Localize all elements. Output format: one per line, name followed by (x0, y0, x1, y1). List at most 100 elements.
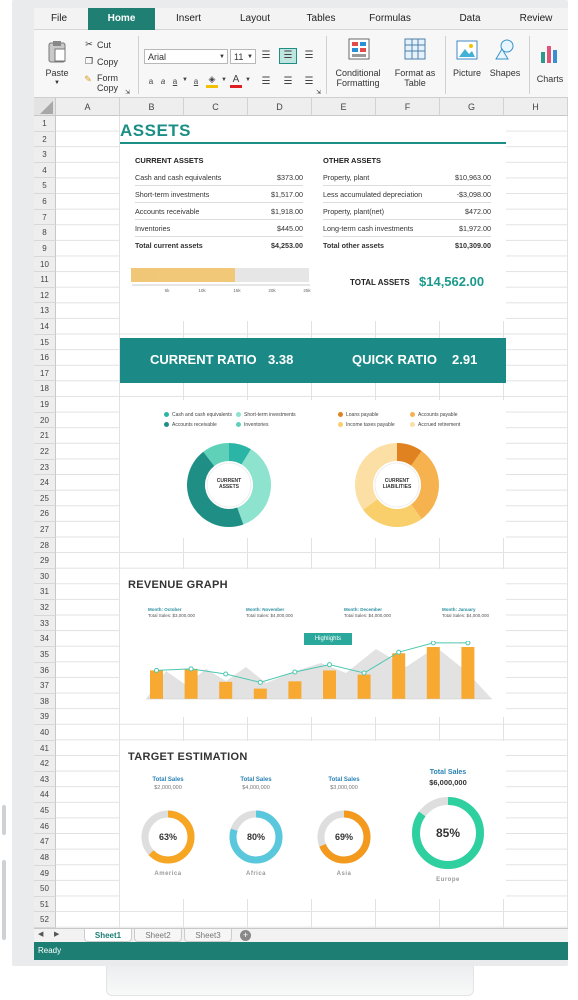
row-header[interactable]: 12 (34, 287, 56, 304)
row-header[interactable]: 44 (34, 787, 56, 804)
column-header-f[interactable]: F (376, 98, 440, 116)
picture-button[interactable]: Picture (448, 34, 486, 94)
row-header[interactable]: 17 (34, 365, 56, 382)
chevron-down-icon[interactable]: ▼ (245, 77, 251, 83)
row-header[interactable]: 9 (34, 240, 56, 257)
row-header[interactable]: 26 (34, 506, 56, 522)
row-header[interactable]: 4 (34, 162, 56, 179)
row-header[interactable]: 7 (34, 209, 56, 226)
dialog-launcher-icon[interactable]: ⇲ (316, 90, 322, 96)
select-all-corner[interactable] (34, 98, 56, 116)
row-header[interactable]: 34 (34, 631, 56, 647)
row-header[interactable]: 3 (34, 147, 56, 163)
row-header[interactable]: 52 (34, 912, 56, 928)
align-top-icon[interactable]: ☰ (261, 50, 271, 61)
charts-button[interactable]: Charts (532, 34, 568, 94)
row-header[interactable]: 24 (34, 475, 56, 491)
next-sheet-icon[interactable]: ▶ (54, 931, 60, 938)
format-copy-button[interactable]: Form Copy (97, 73, 118, 93)
row-header[interactable]: 27 (34, 522, 56, 538)
row-header[interactable]: 19 (34, 397, 56, 413)
tab-tables[interactable]: Tables (306, 13, 336, 24)
sheet-tab-3[interactable]: Sheet3 (184, 929, 232, 942)
row-header[interactable]: 30 (34, 568, 56, 585)
row-header[interactable]: 48 (34, 849, 56, 866)
row-header[interactable]: 15 (34, 334, 56, 351)
column-header-g[interactable]: G (440, 98, 504, 116)
font-size-select[interactable]: 11 ▼ (230, 49, 256, 64)
format-as-table-button[interactable]: Format as Table (390, 34, 440, 94)
row-header[interactable]: 32 (34, 600, 56, 616)
tab-file[interactable]: File (50, 13, 68, 24)
font-name-select[interactable]: Arial ▼ (144, 49, 228, 64)
row-header[interactable]: 25 (34, 490, 56, 507)
row-header[interactable]: 20 (34, 412, 56, 429)
font-color-icon[interactable]: A (230, 74, 242, 88)
column-header-d[interactable]: D (248, 98, 312, 116)
row-header[interactable]: 43 (34, 771, 56, 788)
column-header-c[interactable]: C (184, 98, 248, 116)
row-header[interactable]: 31 (34, 584, 56, 601)
tab-data[interactable]: Data (459, 13, 481, 24)
row-header[interactable]: 18 (34, 381, 56, 398)
underline-icon[interactable]: a (172, 77, 178, 86)
tab-home[interactable]: Home (88, 8, 155, 30)
row-header[interactable]: 14 (34, 319, 56, 335)
chevron-down-icon[interactable]: ▼ (182, 77, 188, 83)
column-header-b[interactable]: B (120, 98, 184, 116)
row-header[interactable]: 35 (34, 646, 56, 663)
row-header[interactable]: 16 (34, 350, 56, 366)
copy-button[interactable]: Copy (97, 57, 119, 67)
row-header[interactable]: 13 (34, 303, 56, 319)
row-header[interactable]: 37 (34, 678, 56, 694)
align-right-icon[interactable]: ☰ (304, 76, 314, 87)
row-header[interactable]: 23 (34, 459, 56, 476)
row-header[interactable]: 5 (34, 178, 56, 195)
row-header[interactable]: 11 (34, 272, 56, 288)
row-header[interactable]: 2 (34, 131, 56, 148)
column-header-e[interactable]: E (312, 98, 376, 116)
row-header[interactable]: 10 (34, 256, 56, 273)
tab-review[interactable]: Review (519, 13, 553, 24)
row-header[interactable]: 38 (34, 693, 56, 710)
column-header-a[interactable]: A (56, 98, 120, 116)
row-header[interactable]: 6 (34, 194, 56, 210)
row-header[interactable]: 33 (34, 615, 56, 632)
align-bottom-icon[interactable]: ☰ (304, 50, 314, 61)
conditional-formatting-button[interactable]: Conditional Formatting (330, 34, 386, 94)
row-header[interactable]: 36 (34, 662, 56, 679)
add-sheet-icon[interactable]: + (240, 930, 251, 941)
align-middle-icon[interactable]: ☰ (279, 48, 297, 64)
row-header[interactable]: 22 (34, 443, 56, 460)
sheet-tab-1[interactable]: Sheet1 (84, 929, 132, 942)
shapes-button[interactable]: Shapes (486, 34, 524, 94)
row-header[interactable]: 39 (34, 709, 56, 725)
cut-button[interactable]: Cut (97, 40, 112, 50)
bold-icon[interactable]: a (148, 77, 154, 86)
italic-icon[interactable]: a (160, 77, 166, 86)
dialog-launcher-icon[interactable]: ⇲ (125, 90, 131, 96)
chevron-down-icon[interactable]: ▼ (221, 77, 227, 83)
prev-sheet-icon[interactable]: ◀ (38, 931, 44, 938)
align-center-icon[interactable]: ☰ (283, 76, 293, 87)
align-left-icon[interactable]: ☰ (261, 76, 271, 87)
row-header[interactable]: 42 (34, 756, 56, 772)
row-header[interactable]: 29 (34, 553, 56, 569)
row-header[interactable]: 50 (34, 881, 56, 897)
paste-button[interactable]: Paste ▼ (42, 34, 72, 88)
row-header[interactable]: 8 (34, 225, 56, 241)
tab-formulas[interactable]: Formulas (369, 13, 411, 24)
row-header[interactable]: 47 (34, 834, 56, 850)
row-header[interactable]: 28 (34, 537, 56, 554)
row-header[interactable]: 46 (34, 818, 56, 835)
sheet-tab-2[interactable]: Sheet2 (134, 929, 182, 942)
row-header[interactable]: 49 (34, 865, 56, 882)
row-header[interactable]: 21 (34, 428, 56, 444)
row-header[interactable]: 41 (34, 740, 56, 757)
row-header[interactable]: 40 (34, 725, 56, 741)
strikethrough-icon[interactable]: a (193, 77, 199, 86)
row-header[interactable]: 51 (34, 896, 56, 913)
tab-insert[interactable]: Insert (175, 13, 201, 24)
row-header[interactable]: 1 (34, 116, 56, 132)
row-header[interactable]: 45 (34, 803, 56, 819)
